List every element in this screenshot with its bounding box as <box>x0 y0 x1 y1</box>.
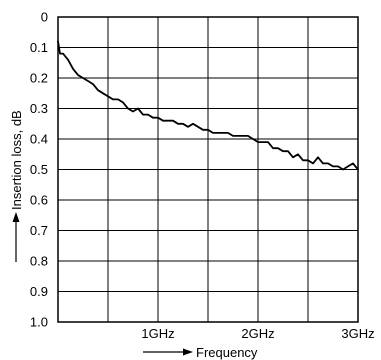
y-tick-label-5: 0.5 <box>30 162 48 177</box>
y-axis-title-group: Insertion loss, dB <box>9 110 24 262</box>
series-layer <box>57 40 359 171</box>
x-axis-title-group: Frequency <box>143 345 258 360</box>
x-tick-label-2: 3GHz <box>341 326 374 341</box>
y-tick-label-2: 0.2 <box>30 71 48 86</box>
y-tick-label-1: 0.1 <box>30 40 48 55</box>
y-tick-labels: 0 0.1 0.2 0.3 0.4 0.5 0.6 0.7 0.8 0.9 1.0 <box>30 10 48 330</box>
series-line-0 <box>57 40 359 171</box>
y-tick-label-7: 0.7 <box>30 223 48 238</box>
y-tick-label-0: 0 <box>41 10 48 25</box>
grid-lines <box>58 16 359 323</box>
y-axis-arrow-head-icon <box>12 212 20 222</box>
y-tick-label-6: 0.6 <box>30 193 48 208</box>
x-tick-label-1: 2GHz <box>241 326 274 341</box>
y-tick-label-4: 0.4 <box>30 132 48 147</box>
y-tick-label-3: 0.3 <box>30 101 48 116</box>
x-axis-title: Frequency <box>196 345 258 360</box>
y-tick-label-9: 0.9 <box>30 284 48 299</box>
x-tick-labels: 1GHz 2GHz 3GHz <box>141 326 374 341</box>
y-tick-label-8: 0.8 <box>30 254 48 269</box>
x-axis-arrow-head-icon <box>183 348 193 356</box>
y-axis-title: Insertion loss, dB <box>9 110 24 210</box>
y-tick-label-10: 1.0 <box>30 315 48 330</box>
x-tick-label-0: 1GHz <box>141 326 174 341</box>
